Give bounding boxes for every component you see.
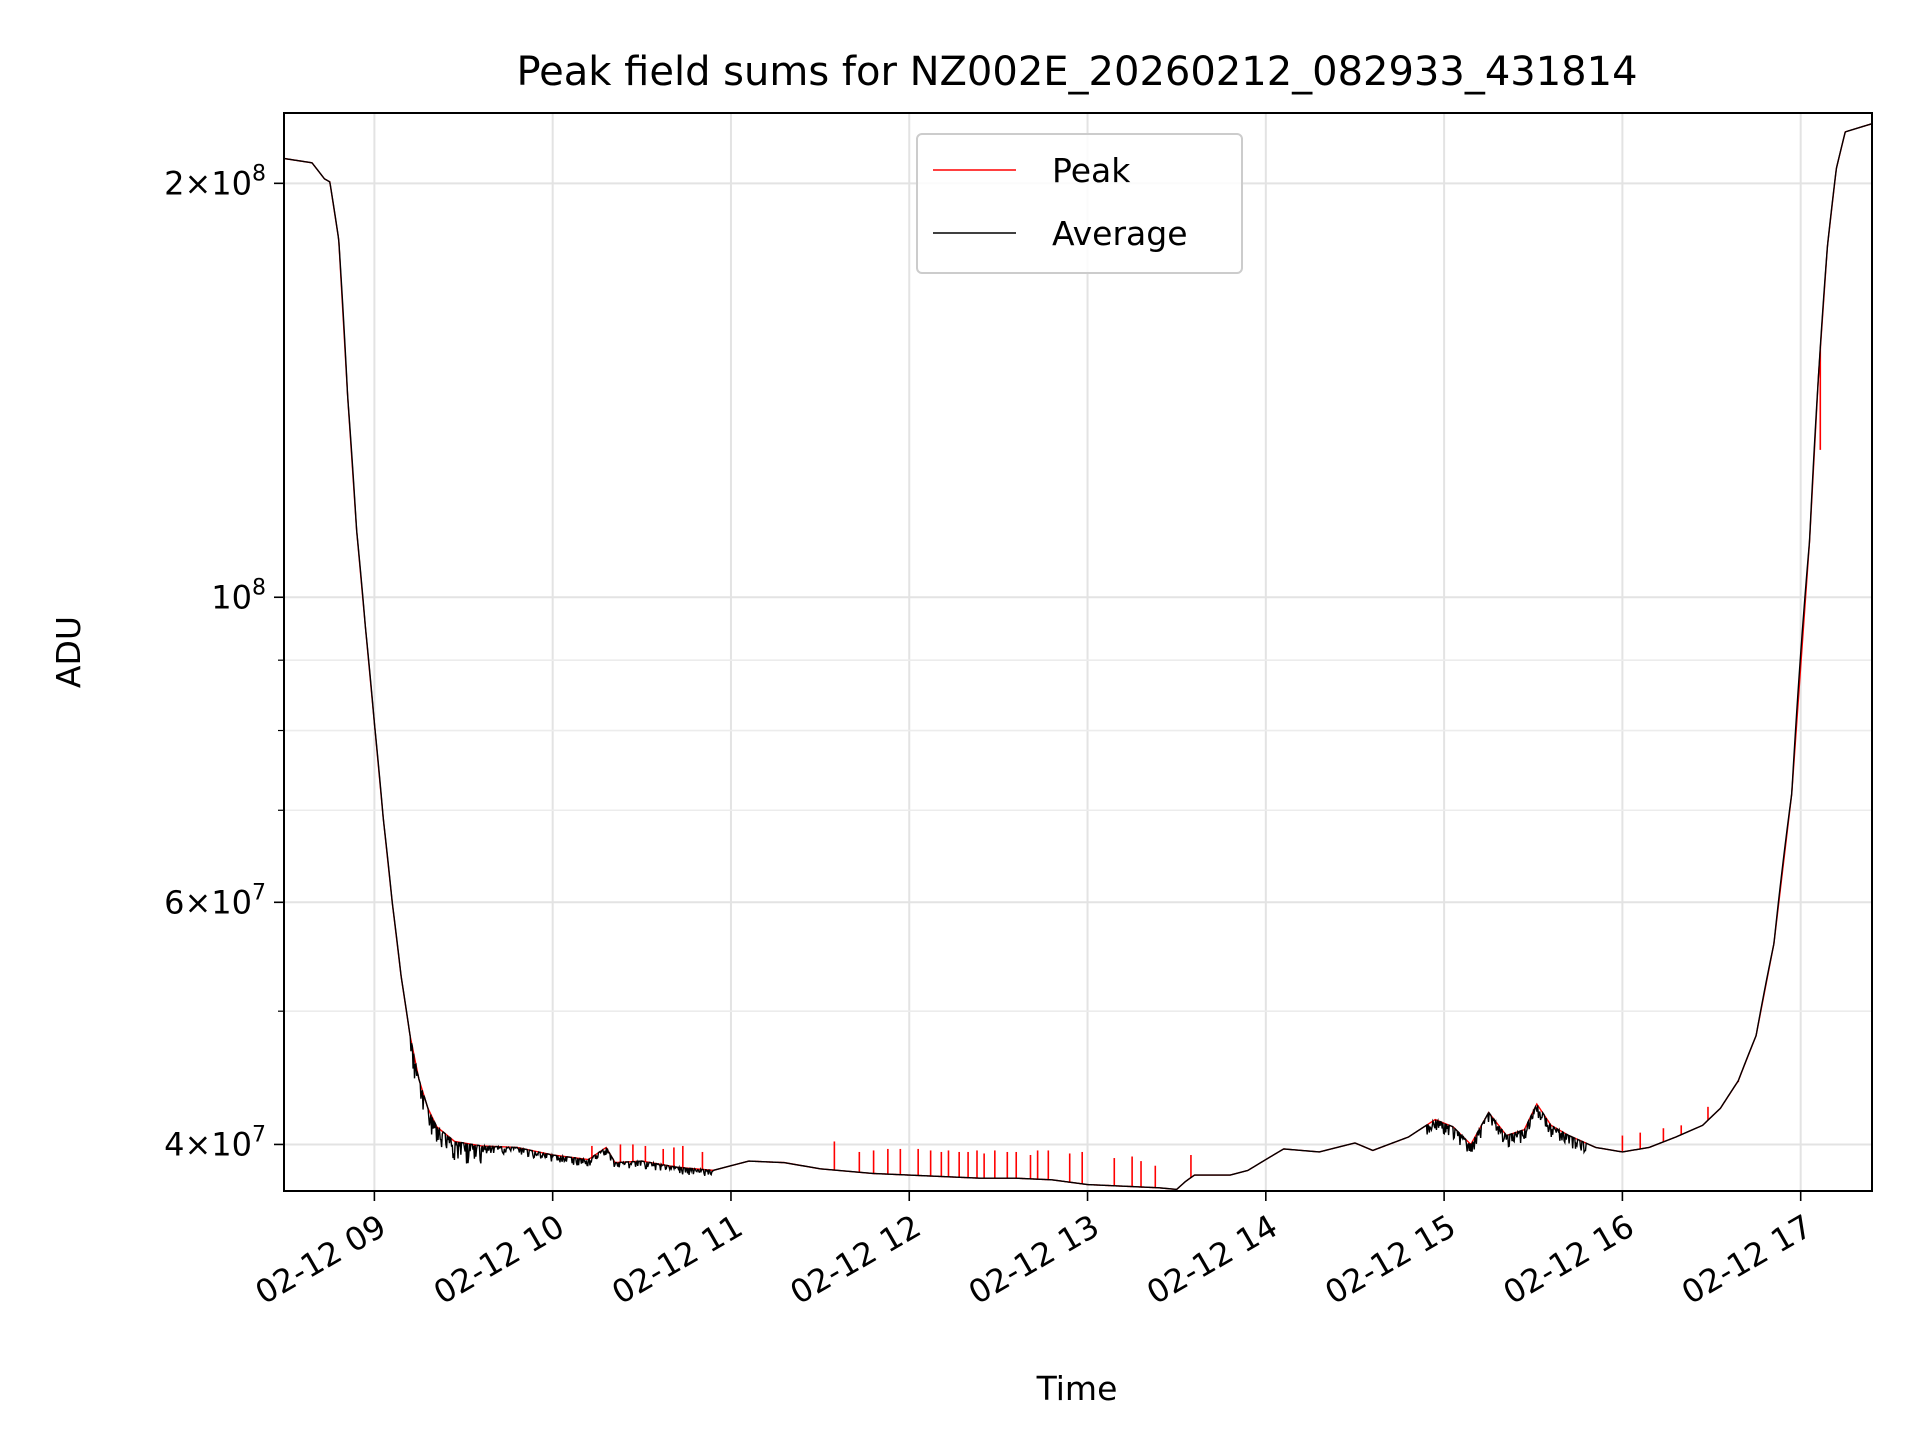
- y-axis-label: ADU: [49, 616, 88, 688]
- legend-label-peak: Peak: [1052, 151, 1131, 190]
- plot-frame: [283, 112, 1873, 1192]
- legend-label-average: Average: [1052, 214, 1188, 253]
- x-axis-label: Time: [1036, 1369, 1118, 1408]
- series-layer: [284, 123, 1872, 1191]
- average-series-line: [284, 123, 1872, 1191]
- y-tick-label: 4×107: [164, 1122, 266, 1163]
- plot-area: [284, 113, 1872, 1191]
- legend: Peak Average: [916, 133, 1243, 274]
- legend-box: [916, 133, 1243, 274]
- y-tick-label: 6×107: [164, 880, 266, 921]
- y-tick-label: 108: [211, 575, 266, 616]
- y-axis: 4×107 6×107 108 2×108: [164, 161, 284, 1163]
- y-tick-label: 2×108: [164, 161, 266, 202]
- chart-title: Peak field sums for NZ002E_20260212_0829…: [516, 49, 1637, 95]
- grid: [284, 113, 1872, 1191]
